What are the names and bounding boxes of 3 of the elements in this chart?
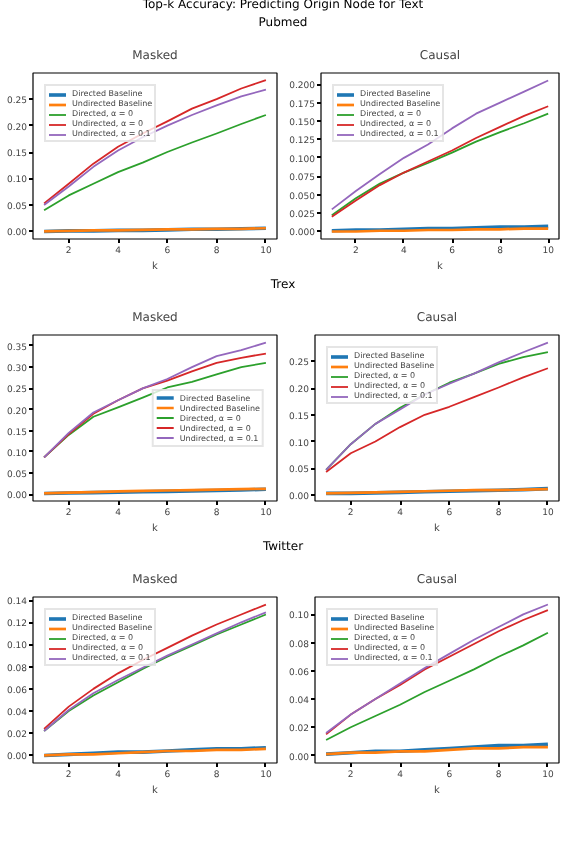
line-series bbox=[43, 114, 267, 212]
line-series bbox=[330, 79, 550, 211]
line-series bbox=[325, 631, 549, 741]
